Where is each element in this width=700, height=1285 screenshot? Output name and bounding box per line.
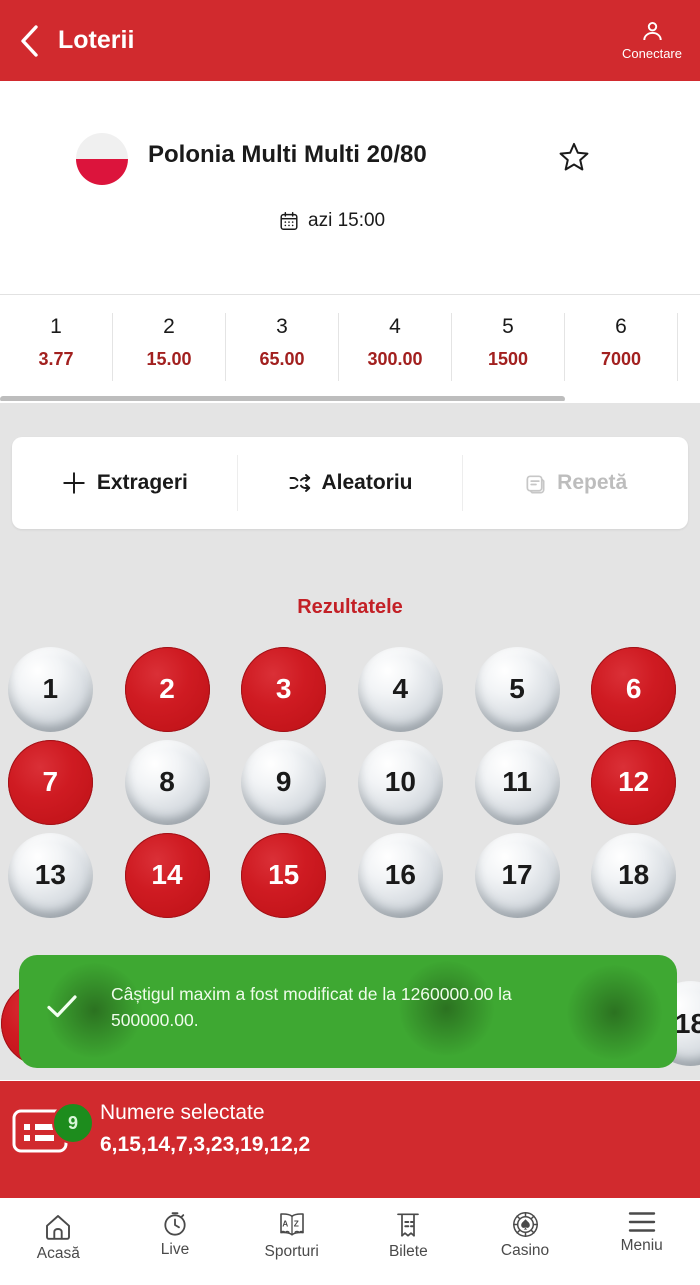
svg-text:Z: Z xyxy=(293,1219,298,1229)
svg-text:A: A xyxy=(282,1219,288,1229)
